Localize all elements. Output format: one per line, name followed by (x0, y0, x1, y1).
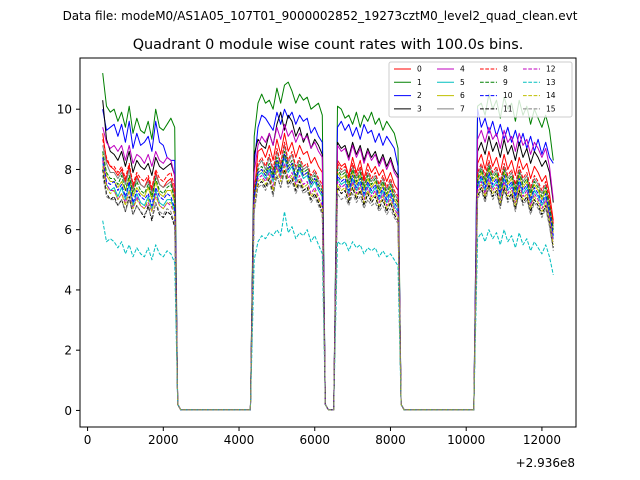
x-tick-label: 2000 (148, 433, 179, 447)
axes-frame (79, 57, 577, 428)
legend-label: 2 (417, 91, 422, 100)
legend-label: 0 (417, 65, 422, 74)
legend-label: 14 (546, 91, 556, 100)
legend-label: 8 (503, 65, 508, 74)
y-tick-label: 0 (64, 404, 72, 418)
legend-label: 7 (460, 104, 465, 113)
legend-label: 1 (417, 78, 422, 87)
x-tick-label: 10000 (447, 433, 485, 447)
series-line-15 (102, 172, 554, 411)
y-tick-label: 6 (64, 223, 72, 237)
legend-label: 11 (503, 104, 513, 113)
legend-label: 3 (417, 104, 422, 113)
x-tick-label: 12000 (523, 433, 561, 447)
legend-label: 5 (460, 78, 465, 87)
x-tick-label: 0 (84, 433, 92, 447)
legend-box (388, 61, 573, 118)
chart-title: Quadrant 0 module wise count rates with … (133, 37, 524, 53)
y-tick-label: 4 (64, 283, 72, 297)
legend-label: 9 (503, 78, 508, 87)
x-tick-label: 6000 (299, 433, 330, 447)
legend-label: 12 (546, 65, 556, 74)
y-tick-label: 10 (57, 103, 72, 117)
legend-label: 15 (546, 104, 556, 113)
plot-area (102, 73, 554, 411)
legend-label: 13 (546, 78, 556, 87)
series-line-10 (102, 153, 554, 411)
x-tick-label: 4000 (224, 433, 255, 447)
legend-label: 4 (460, 65, 465, 74)
y-tick-label: 8 (64, 163, 72, 177)
x-tick-label: 8000 (375, 433, 406, 447)
x-offset-label: +2.936e8 (516, 456, 575, 470)
y-tick-label: 2 (64, 344, 72, 358)
legend-label: 10 (503, 91, 513, 100)
series-line-8 (102, 139, 554, 411)
suptitle: Data file: modeM0/AS1A05_107T01_90000028… (63, 9, 578, 23)
legend-label: 6 (460, 91, 465, 100)
